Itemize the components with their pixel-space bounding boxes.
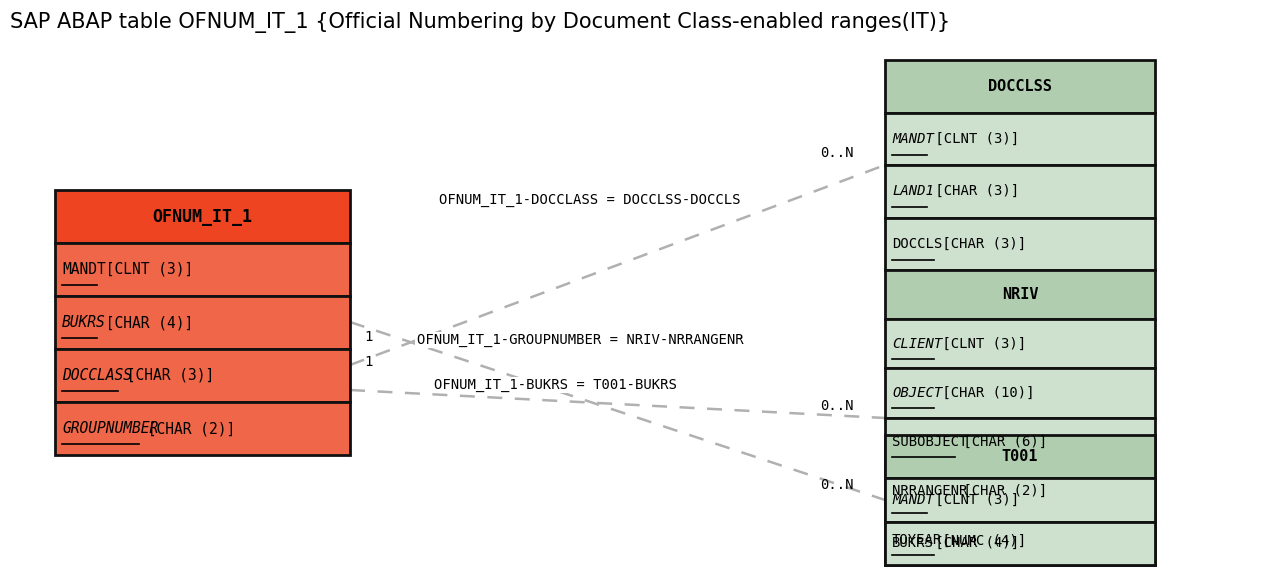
Text: T001: T001 (1001, 449, 1039, 464)
Text: [NUMC (4)]: [NUMC (4)] (934, 533, 1026, 548)
Bar (55, 349, 350, 402)
Text: [CHAR (2)]: [CHAR (2)] (955, 484, 1048, 499)
Bar (55, 296, 350, 349)
Bar (885, 165, 1155, 218)
Text: [CLNT (3)]: [CLNT (3)] (927, 493, 1019, 507)
Text: MANDT: MANDT (891, 493, 934, 507)
Text: 1: 1 (363, 330, 372, 344)
Text: 0..N: 0..N (820, 478, 854, 492)
Text: GROUPNUMBER: GROUPNUMBER (61, 421, 159, 436)
Bar (885, 218, 1155, 270)
Bar (885, 478, 1155, 522)
Bar (885, 516, 1155, 565)
Text: SUBOBJECT: SUBOBJECT (891, 435, 967, 449)
Text: [CHAR (2)]: [CHAR (2)] (139, 421, 235, 436)
Text: OBJECT: OBJECT (891, 386, 943, 400)
Text: OFNUM_IT_1-DOCCLASS = DOCCLSS-DOCCLS: OFNUM_IT_1-DOCCLASS = DOCCLSS-DOCCLS (439, 193, 741, 207)
Bar (885, 113, 1155, 165)
Text: NRIV: NRIV (1001, 287, 1039, 302)
Text: [CLNT (3)]: [CLNT (3)] (97, 262, 193, 277)
Bar (55, 243, 350, 296)
Text: [CHAR (6)]: [CHAR (6)] (955, 435, 1048, 449)
Text: [CLNT (3)]: [CLNT (3)] (934, 337, 1026, 351)
Text: MANDT: MANDT (61, 262, 106, 277)
Bar (885, 60, 1155, 113)
Text: LAND1: LAND1 (891, 184, 934, 198)
Text: 0..N: 0..N (820, 146, 854, 160)
Text: 1: 1 (363, 355, 372, 369)
Text: BUKRS: BUKRS (61, 315, 106, 330)
Text: [CHAR (10)]: [CHAR (10)] (934, 386, 1035, 400)
Text: SAP ABAP table OFNUM_IT_1 {Official Numbering by Document Class-enabled ranges(I: SAP ABAP table OFNUM_IT_1 {Official Numb… (10, 12, 950, 33)
Text: OFNUM_IT_1-GROUPNUMBER = NRIV-NRRANGENR: OFNUM_IT_1-GROUPNUMBER = NRIV-NRRANGENR (417, 333, 743, 347)
Bar (885, 467, 1155, 516)
Text: DOCCLSS: DOCCLSS (989, 78, 1051, 93)
Bar (885, 319, 1155, 368)
Text: DOCCLS: DOCCLS (891, 237, 943, 251)
Text: [CHAR (3)]: [CHAR (3)] (934, 237, 1026, 251)
Text: OFNUM_IT_1-BUKRS = T001-BUKRS: OFNUM_IT_1-BUKRS = T001-BUKRS (434, 378, 677, 392)
Text: MANDT: MANDT (891, 132, 934, 146)
Bar (885, 435, 1155, 478)
Text: [CHAR (4)]: [CHAR (4)] (97, 315, 193, 330)
Text: 0..N: 0..N (820, 399, 854, 413)
Text: TOYEAR: TOYEAR (891, 533, 943, 548)
Bar (885, 368, 1155, 418)
Bar (885, 270, 1155, 319)
Text: CLIENT: CLIENT (891, 337, 943, 351)
Bar (885, 418, 1155, 467)
Text: OFNUM_IT_1: OFNUM_IT_1 (152, 208, 252, 226)
Text: NRRANGENR: NRRANGENR (891, 484, 967, 499)
Text: [CHAR (3)]: [CHAR (3)] (927, 184, 1019, 198)
Bar (55, 190, 350, 243)
Bar (885, 522, 1155, 565)
Text: [CHAR (4)]: [CHAR (4)] (927, 537, 1019, 550)
Text: [CLNT (3)]: [CLNT (3)] (927, 132, 1019, 146)
Text: DOCCLASS: DOCCLASS (61, 368, 132, 383)
Text: [CHAR (3)]: [CHAR (3)] (118, 368, 215, 383)
Bar (55, 402, 350, 455)
Text: BUKRS: BUKRS (891, 537, 934, 550)
